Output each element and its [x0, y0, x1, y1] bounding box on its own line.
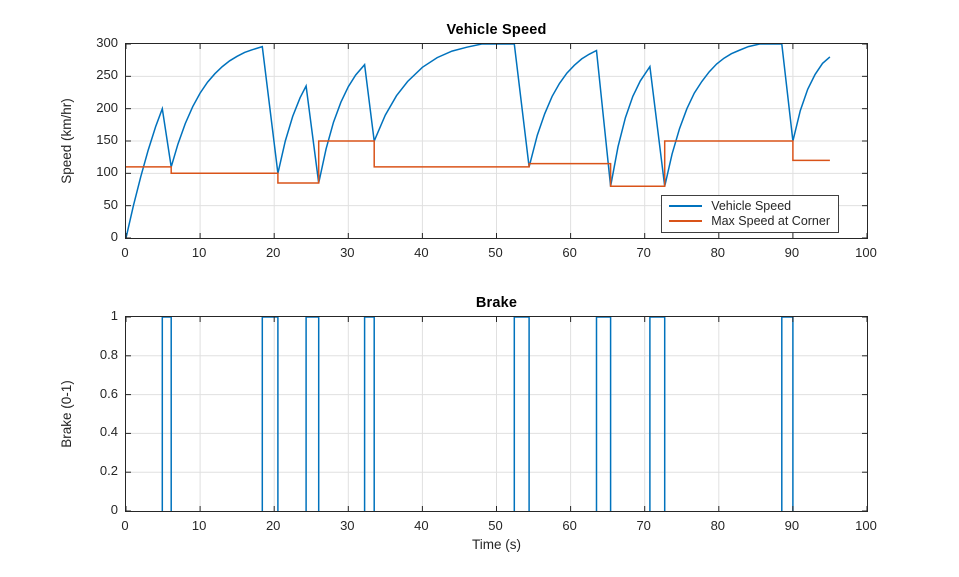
x-tick-label: 20: [265, 245, 281, 260]
y-tick-label: 0: [110, 502, 118, 517]
x-tick-label: 90: [784, 245, 800, 260]
brake-title: Brake: [475, 295, 518, 311]
y-tick-label: 1: [110, 308, 118, 323]
x-tick-label: 60: [562, 245, 577, 260]
y-tick-label: 0.8: [99, 346, 118, 362]
y-tick-label: 200: [96, 99, 118, 115]
brake-chart: Brake Brake (0-1) Time (s) 0 10 20 30 40 50 60…: [59, 295, 877, 552]
y-tick-label: 250: [96, 67, 118, 83]
x-tick-label: 20: [265, 518, 281, 533]
legend-line-sample-orange: [669, 220, 703, 222]
time-axis-label: Time (s): [472, 537, 521, 552]
x-tick-label: 100: [855, 245, 877, 260]
y-tick-label: 0.2: [99, 463, 118, 479]
x-tick-label: 80: [710, 518, 726, 533]
x-tick-label: 50: [488, 245, 503, 260]
x-tick-label: 70: [636, 518, 651, 533]
x-tick-label: 30: [340, 245, 355, 260]
x-tick-label: 0: [121, 518, 129, 533]
legend-entry-max-speed: Max Speed at Corner: [669, 214, 830, 228]
legend-line-sample-blue: [669, 205, 703, 207]
plot-canvas: [126, 317, 867, 511]
vehicle-speed-chart: Vehicle Speed Speed (km/hr) Vehicle Spee…: [59, 22, 877, 260]
plot-canvas: [126, 44, 867, 238]
y-tick-label: 50: [103, 196, 118, 212]
x-tick-label: 0: [121, 245, 129, 260]
brake-plot-area: [125, 316, 868, 512]
vehicle-speed-title: Vehicle Speed: [446, 22, 547, 38]
x-tick-label: 70: [636, 245, 651, 260]
x-tick-label: 50: [488, 518, 503, 533]
x-tick-label: 40: [414, 245, 429, 260]
x-tick-label: 60: [562, 518, 577, 533]
legend-label: Vehicle Speed: [711, 199, 792, 213]
x-tick-label: 100: [855, 518, 877, 533]
x-tick-label: 30: [340, 518, 355, 533]
x-tick-label: 90: [784, 518, 800, 533]
y-tick-label: 0.6: [99, 385, 118, 401]
y-tick-label: 150: [96, 132, 118, 147]
y-tick-label: 100: [96, 164, 118, 180]
y-tick-label: 300: [96, 35, 118, 50]
legend-label: Max Speed at Corner: [711, 214, 830, 228]
x-tick-label: 40: [414, 518, 429, 533]
x-tick-label: 80: [710, 245, 726, 260]
x-tick-label: 10: [191, 245, 207, 260]
vehicle-speed-plot-area: [125, 43, 868, 239]
y-tick-label: 0.4: [99, 424, 118, 440]
y-tick-label: 0: [110, 229, 118, 244]
legend: Vehicle Speed Max Speed at Corner: [661, 195, 839, 233]
legend-entry-vehicle-speed: Vehicle Speed: [669, 199, 830, 213]
x-tick-label: 10: [191, 518, 207, 533]
